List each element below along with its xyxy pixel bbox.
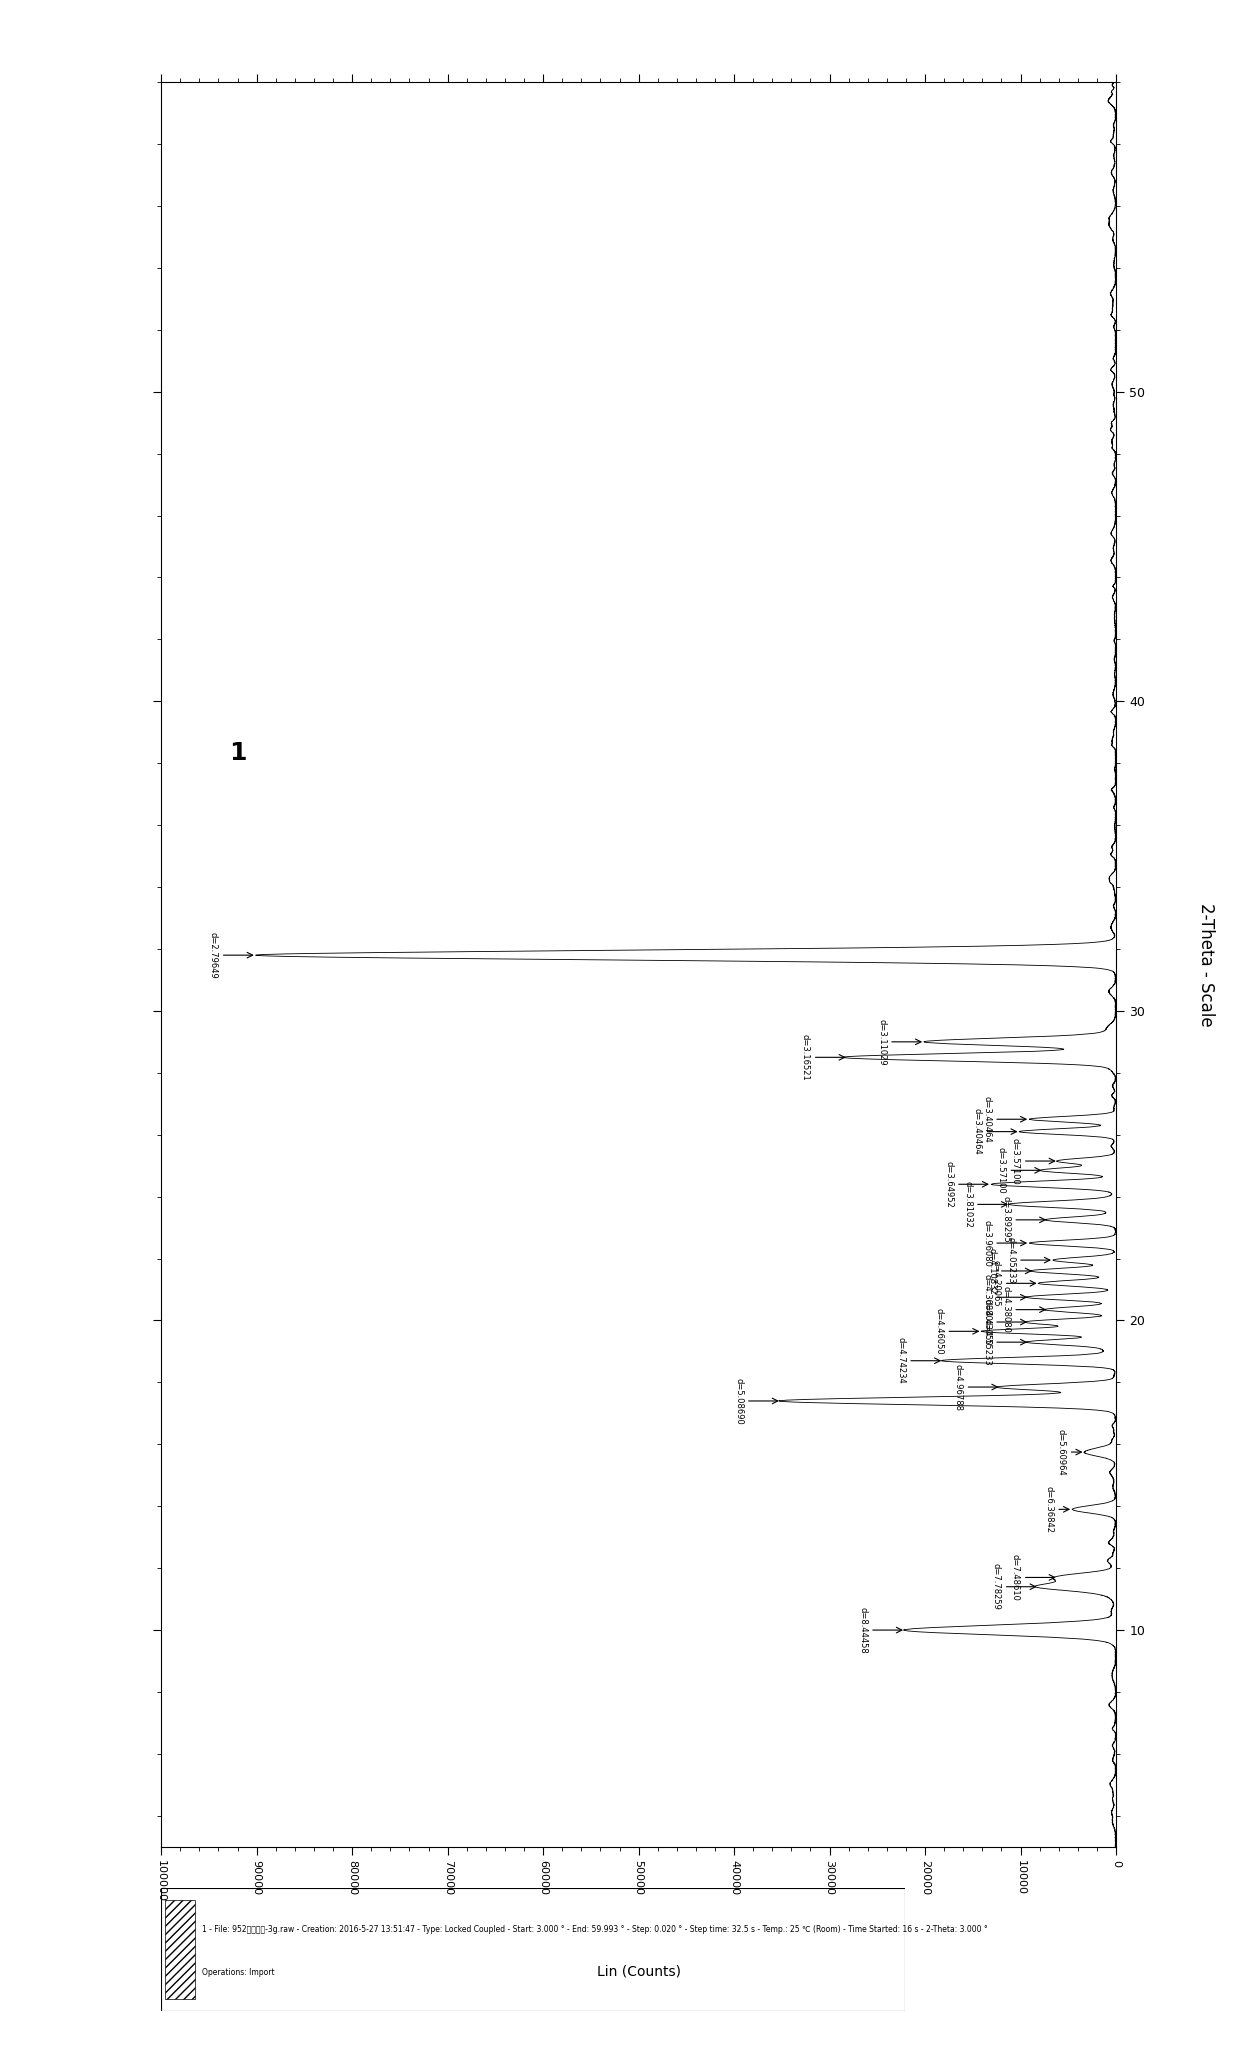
Bar xyxy=(165,1900,195,1999)
Text: d=4.46050: d=4.46050 xyxy=(935,1307,978,1354)
Text: d=4.05233: d=4.05233 xyxy=(1006,1237,1050,1282)
Text: d=3.64952: d=3.64952 xyxy=(944,1161,988,1209)
Text: d=4.20065: d=4.20065 xyxy=(992,1260,1035,1307)
Text: d=6.36842: d=6.36842 xyxy=(1044,1486,1069,1533)
Text: 1: 1 xyxy=(229,741,247,765)
Text: d=3.11029: d=3.11029 xyxy=(878,1018,921,1065)
Y-axis label: 2-Theta - Scale: 2-Theta - Scale xyxy=(1197,903,1215,1026)
Text: d=4.55233: d=4.55233 xyxy=(982,1319,1025,1365)
Text: d=3.57100: d=3.57100 xyxy=(997,1147,1040,1194)
Text: d=4.74234: d=4.74234 xyxy=(897,1338,940,1385)
Text: 1 - File: 952馆料前三-3g.raw - Creation: 2016-5-27 13:51:47 - Type: Locked Coupled -: 1 - File: 952馆料前三-3g.raw - Creation: 201… xyxy=(202,1925,988,1933)
Text: d=3.57100: d=3.57100 xyxy=(1011,1137,1055,1184)
Text: d=4.30880: d=4.30880 xyxy=(982,1274,1025,1321)
Text: d=3.89295: d=3.89295 xyxy=(1002,1196,1045,1244)
Text: d=3.81032: d=3.81032 xyxy=(963,1182,1007,1227)
Text: d=3.16521: d=3.16521 xyxy=(801,1034,844,1081)
Text: d=2.79649: d=2.79649 xyxy=(208,932,253,979)
Text: d=5.60964: d=5.60964 xyxy=(1056,1428,1081,1475)
Text: d=7.78259: d=7.78259 xyxy=(992,1564,1035,1611)
Text: d=7.48610: d=7.48610 xyxy=(1011,1553,1055,1601)
Text: d=3.40464: d=3.40464 xyxy=(972,1108,1017,1155)
Text: d=4.38080: d=4.38080 xyxy=(1002,1287,1045,1334)
Text: d=3.96080: d=3.96080 xyxy=(982,1219,1025,1266)
Text: d=8.44458: d=8.44458 xyxy=(858,1607,901,1654)
Text: d=3.40464: d=3.40464 xyxy=(982,1096,1025,1143)
Text: Operations: Import: Operations: Import xyxy=(202,1968,275,1976)
Text: d=5.08690: d=5.08690 xyxy=(734,1377,777,1424)
X-axis label: Lin (Counts): Lin (Counts) xyxy=(596,1964,681,1978)
Text: d=4.96788: d=4.96788 xyxy=(954,1363,997,1410)
Text: d=4.10832: d=4.10832 xyxy=(987,1248,1030,1295)
Text: d=4.43050: d=4.43050 xyxy=(982,1299,1025,1346)
